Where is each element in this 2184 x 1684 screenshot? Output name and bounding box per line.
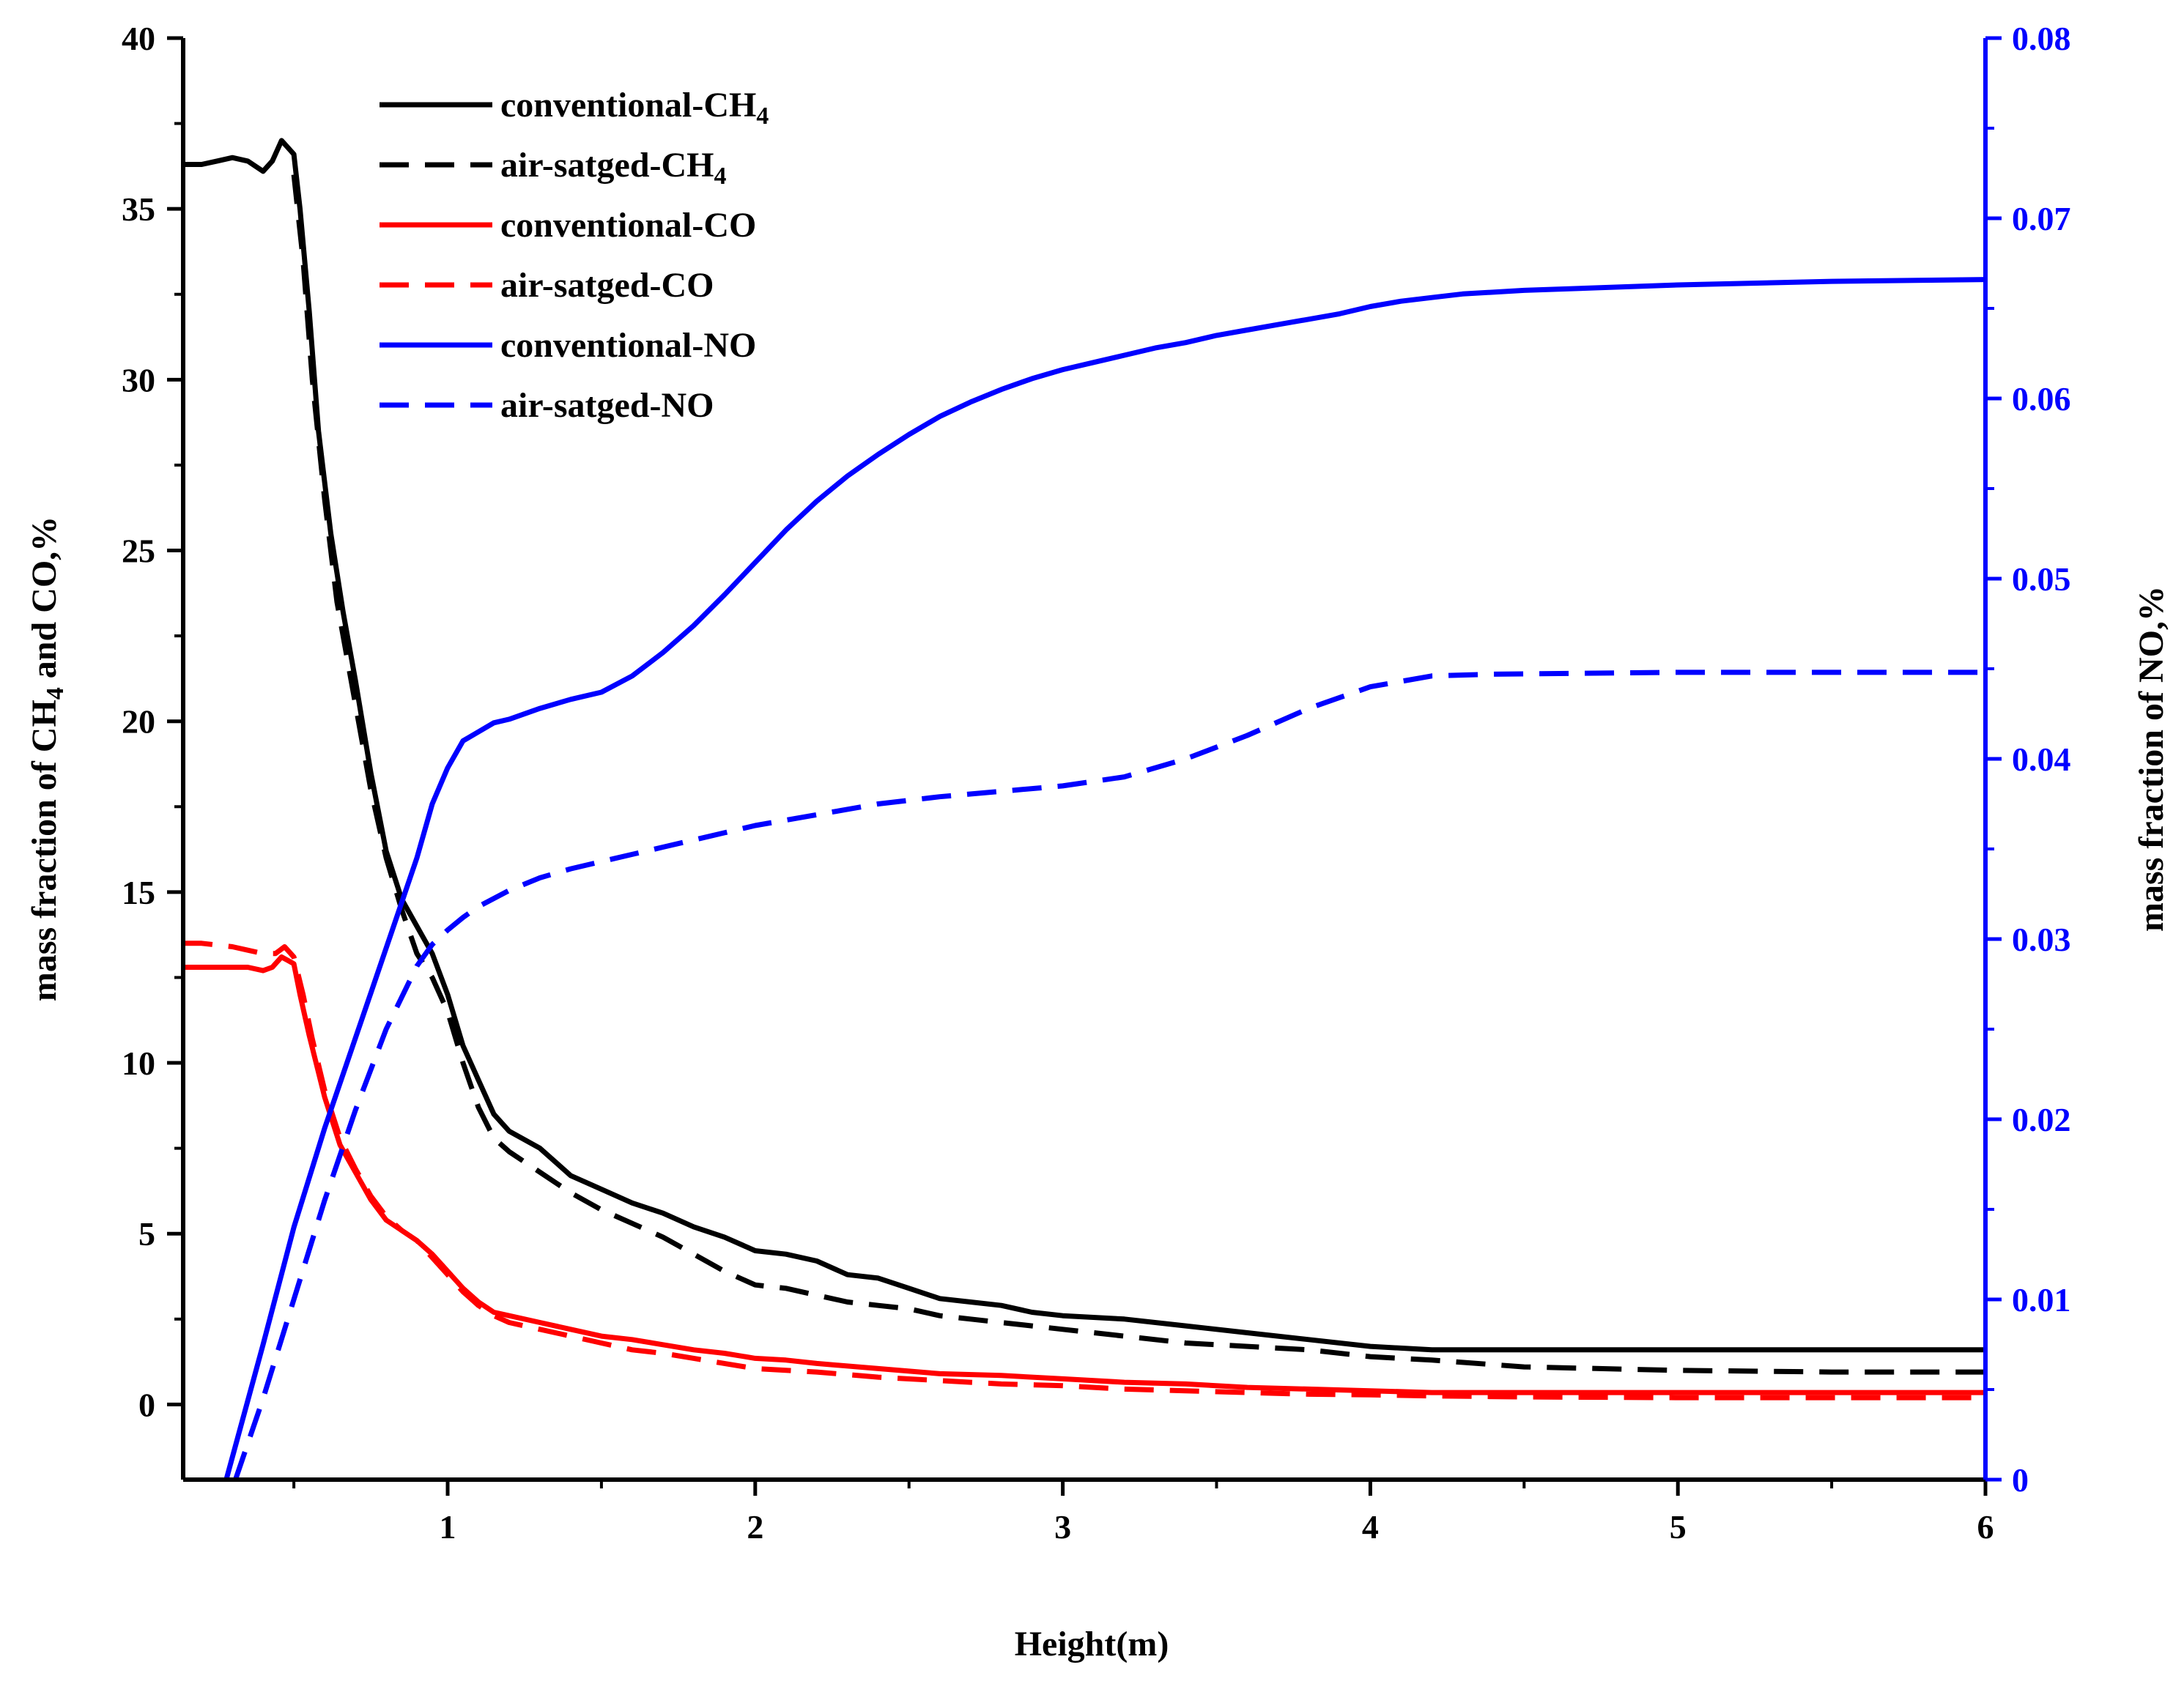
y-right-tick-label: 0.03 [2012, 921, 2071, 958]
y-left-title-suffix: and CO,% [25, 516, 64, 687]
y-right-tick-label: 0.02 [2012, 1101, 2071, 1138]
y-right-tick-label: 0.01 [2012, 1281, 2071, 1318]
x-tick-label: 4 [1362, 1508, 1379, 1546]
y-right-axis-ticks: 0 0.01 0.02 0.03 0.04 0.05 0.06 0.07 0.08 [1985, 20, 2071, 1499]
y-left-tick-label: 5 [138, 1215, 155, 1253]
legend: conventional-CH4 air-satged-CH4 convention… [380, 86, 769, 425]
y-right-tick-label: 0 [2012, 1461, 2029, 1499]
x-tick-label: 5 [1670, 1508, 1687, 1546]
x-tick-label: 6 [1977, 1508, 1994, 1546]
y-left-tick-label: 20 [122, 703, 155, 741]
y-right-tick-label: 0.07 [2012, 200, 2071, 237]
legend-label-air-satged-CO: air-satged-CO [500, 266, 714, 305]
x-tick-label: 2 [747, 1508, 763, 1546]
y-left-axis-ticks: 0 5 10 15 20 25 30 35 40 [122, 20, 183, 1423]
legend-label-air-satged-CH4: air-satged-CH4 [500, 146, 727, 190]
series-line-conventional-CH4 [183, 138, 1985, 1353]
y-right-axis-title: mass fraction of NO,% [2132, 586, 2171, 932]
y-left-tick-label: 15 [122, 874, 155, 911]
series-line-conventional-NO [223, 277, 1985, 1480]
y-right-tick-label: 0.08 [2012, 20, 2071, 57]
y-left-tick-label: 30 [122, 361, 155, 398]
x-tick-label: 1 [440, 1508, 456, 1546]
x-tick-label: 3 [1054, 1508, 1071, 1546]
y-right-tick-label: 0.04 [2012, 741, 2071, 778]
series-line-air-satged-CO [183, 941, 1985, 1401]
y-left-tick-label: 35 [122, 190, 155, 228]
series-layer [183, 138, 1985, 1480]
legend-label-conventional-CH4: conventional-CH4 [500, 86, 769, 130]
legend-label-conventional-CO: conventional-CO [500, 206, 756, 245]
legend-label-air-satged-NO: air-satged-NO [500, 386, 714, 425]
series-line-conventional-CO [183, 954, 1985, 1395]
y-left-tick-label: 25 [122, 533, 155, 570]
y-left-tick-label: 40 [122, 20, 155, 57]
series-line-air-satged-NO [233, 669, 1985, 1480]
y-right-tick-label: 0.06 [2012, 380, 2071, 418]
y-left-tick-label: 10 [122, 1045, 155, 1082]
series-line-air-satged-CH4 [291, 174, 1985, 1375]
y-left-tick-label: 0 [138, 1386, 155, 1423]
y-left-axis-title: mass fraction of CH4 and CO,% [25, 516, 69, 1001]
legend-label-conventional-NO: conventional-NO [500, 326, 756, 365]
x-axis-ticks: 1 2 3 4 5 6 [292, 1480, 1994, 1546]
x-axis-title: Height(m) [1015, 1625, 1169, 1663]
y-right-tick-label: 0.05 [2012, 560, 2071, 598]
y-left-title-prefix: mass fraction of CH [25, 700, 64, 1001]
y-left-title-subscript: 4 [42, 687, 69, 700]
